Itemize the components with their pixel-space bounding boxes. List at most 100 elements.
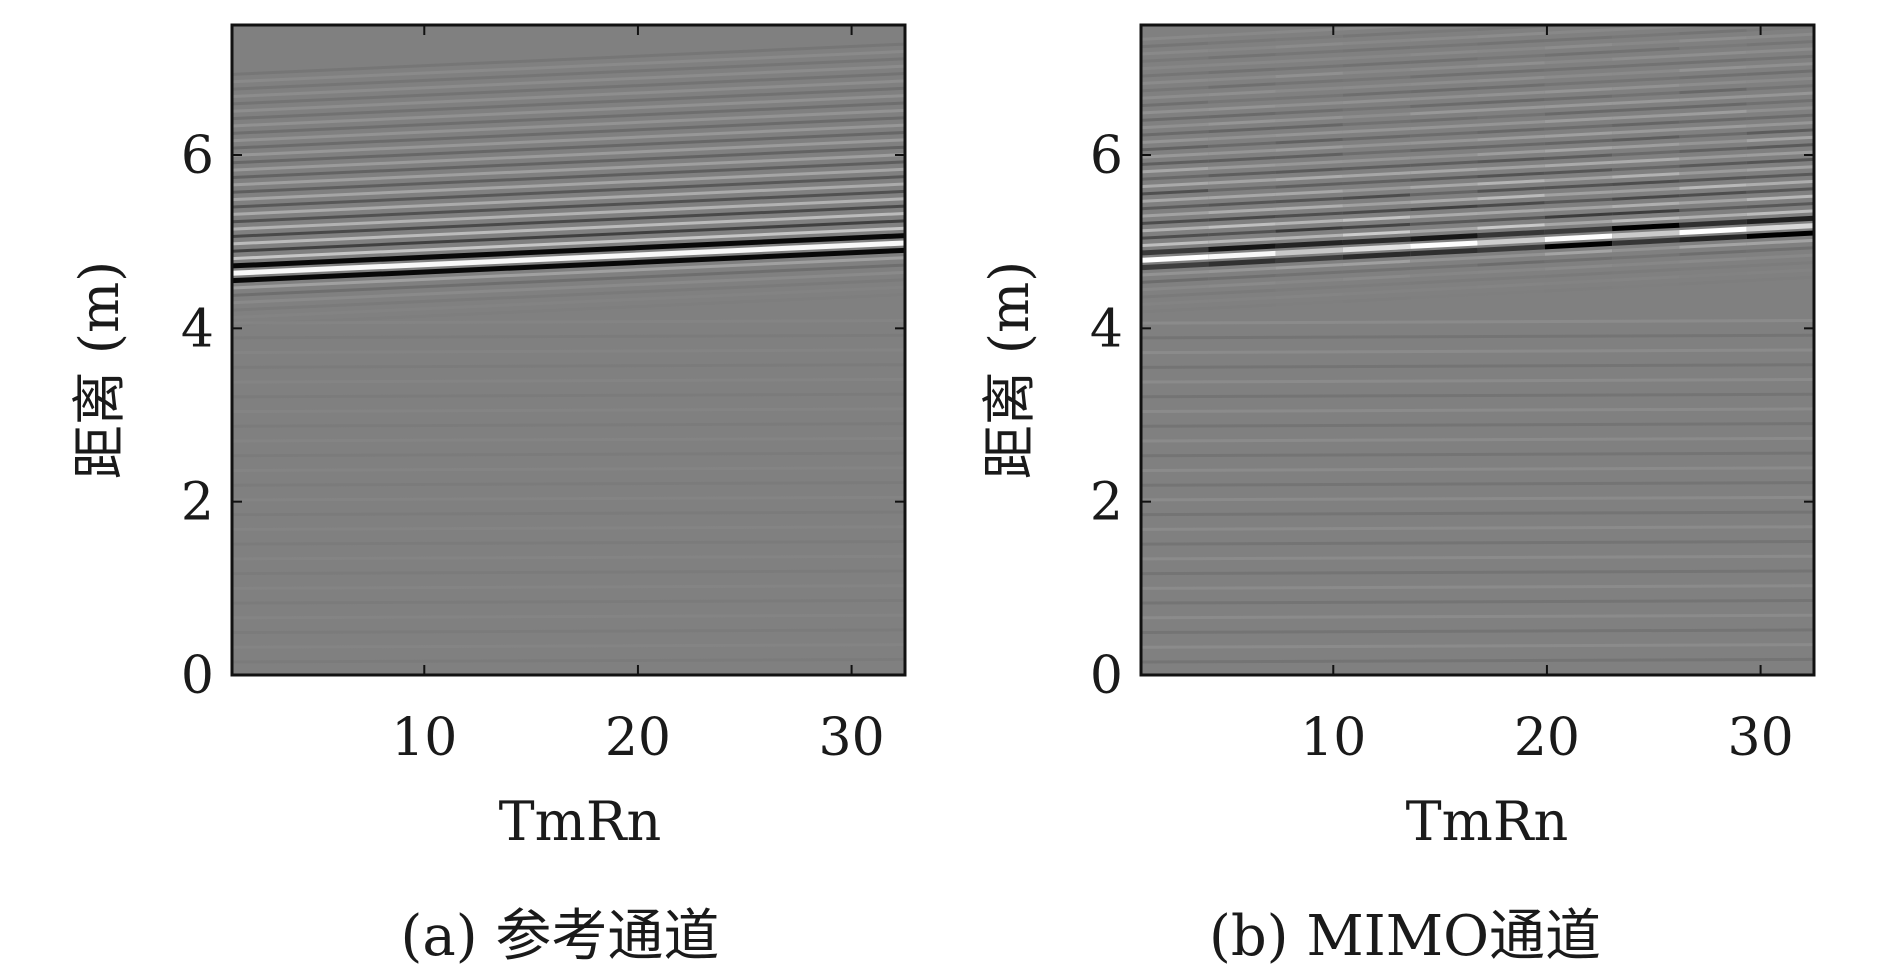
x-ticks-a: 10 20 30 (391, 25, 885, 768)
reflection-band (1679, 146, 1747, 154)
reflection-band (232, 270, 905, 305)
reflection-band (1410, 256, 1478, 263)
reflection-band (1477, 267, 1545, 274)
reflection-band (1679, 161, 1747, 168)
reflection-band (1612, 76, 1680, 83)
x-tick-label: 20 (1514, 708, 1580, 768)
reflection-band (1477, 193, 1545, 201)
reflection-band (1746, 113, 1814, 121)
background-texture-band (1141, 598, 1814, 605)
background-texture-band (1141, 657, 1814, 664)
reflection-band (1275, 123, 1343, 130)
x-axis-label-b: TmRn (1406, 790, 1569, 853)
background-texture-band (1141, 363, 1814, 369)
reflection-band (1612, 12, 1679, 15)
reflection-band (1612, 267, 1680, 275)
x-tick-label: 20 (605, 708, 671, 768)
background-texture-band (232, 377, 905, 384)
x-tick-label: 30 (819, 708, 885, 768)
reflection-band (232, 108, 905, 143)
reflection-band (1746, 179, 1814, 187)
reflection-band (232, 293, 905, 327)
background-texture-band (1141, 392, 1814, 399)
reflection-band (1746, 253, 1814, 261)
reflection-band (1612, 46, 1680, 54)
reflection-band (1208, 273, 1276, 281)
reflection-band (1679, 8, 1746, 11)
reflection-band (1612, 245, 1680, 253)
background-texture-band (232, 525, 905, 531)
reflection-band (1612, 91, 1680, 98)
reflection-band (1747, 19, 1814, 22)
reflection-band (1679, 36, 1747, 43)
y-axis-label-b: 距离 (m) (978, 261, 1041, 480)
reflection-band (1141, 130, 1209, 137)
reflection-band (1477, 260, 1545, 267)
reflection-band (232, 197, 905, 231)
reflection-band (1477, 112, 1545, 120)
reflection-band (1410, 189, 1478, 197)
reflection-band (1477, 229, 1545, 239)
reflection-band (1746, 135, 1814, 143)
reflection-band (1544, 72, 1613, 79)
reflection-band (1275, 263, 1343, 270)
reflection-band (1477, 53, 1545, 61)
caption-b: (b) MIMO通道 (1209, 904, 1601, 969)
reflection-band (1208, 38, 1276, 45)
reflection-band (1141, 63, 1209, 71)
reflection-band (1679, 219, 1747, 228)
reflection-band (1746, 187, 1814, 194)
reflection-band (1275, 299, 1343, 307)
reflection-band (1141, 137, 1209, 144)
y-tick-label: 2 (181, 473, 214, 533)
reflection-band (1477, 142, 1545, 149)
y-tick-label: 6 (1090, 126, 1123, 186)
reflection-band (232, 79, 905, 113)
background-texture-band (1141, 466, 1814, 472)
reflection-band (1275, 277, 1343, 285)
y-tick-label: 4 (1090, 299, 1123, 359)
reflection-band (1477, 68, 1545, 76)
reflection-band (1544, 256, 1613, 264)
reflection-band (1544, 160, 1613, 168)
reflection-band (1679, 168, 1747, 176)
reflection-band (232, 138, 905, 172)
reflection-band (1342, 230, 1411, 237)
reflection-band (1208, 52, 1276, 60)
reflection-band (1477, 105, 1545, 112)
reflection-band (1746, 121, 1814, 128)
reflection-band (1141, 144, 1209, 152)
reflection-band (1679, 249, 1747, 257)
reflection-band (1612, 105, 1680, 113)
reflection-band (1679, 153, 1747, 161)
reflection-band (1275, 130, 1343, 137)
reflection-band (1141, 254, 1209, 263)
reflection-band (232, 145, 905, 180)
reflection-band (1208, 30, 1276, 38)
reflection-band (232, 175, 905, 209)
reflection-band (1679, 65, 1747, 72)
background-texture-band (232, 451, 905, 458)
reflection-band (1746, 128, 1814, 135)
reflection-band (1679, 264, 1747, 271)
reflection-band (1275, 27, 1343, 34)
reflection-band (1208, 97, 1276, 104)
reflection-band (1544, 286, 1613, 293)
background-texture-band (232, 407, 905, 414)
reflection-band (1208, 134, 1276, 141)
background-texture-band (1141, 495, 1814, 502)
reflection-band (1342, 208, 1411, 215)
background-texture-band (232, 422, 905, 428)
reflection-band (232, 263, 905, 297)
reflection-band (1544, 153, 1613, 160)
plot-frame-b (1139, 23, 1816, 677)
reflection-band (232, 101, 905, 135)
reflection-band (1612, 120, 1680, 128)
reflection-band (232, 116, 905, 150)
background-texture-band (232, 436, 905, 443)
reflection-band (1746, 172, 1814, 180)
reflection-band (1342, 259, 1411, 267)
reflection-band (1208, 89, 1276, 97)
reflection-band (1208, 104, 1276, 111)
reflection-band (1342, 156, 1411, 163)
